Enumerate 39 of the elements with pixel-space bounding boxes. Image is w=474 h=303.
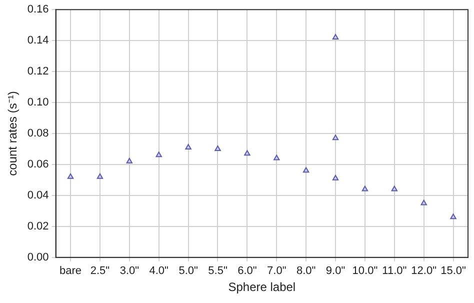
y-tick-label: 0.10 — [27, 96, 49, 109]
point — [302, 167, 310, 173]
y-tick-label: 0.04 — [27, 189, 49, 202]
point — [214, 145, 221, 151]
x-tick-label: 3.0" — [120, 265, 140, 278]
y-tick-label: 0.02 — [27, 220, 49, 232]
x-tick-label: 7.0" — [267, 265, 286, 278]
point — [332, 174, 339, 180]
x-tick-label: 10.0" — [352, 265, 378, 278]
x-axis-title: Sphere label — [228, 280, 296, 294]
x-tick-label: 6.0" — [238, 265, 257, 278]
y-tick-label: 0.14 — [27, 34, 49, 47]
x-tick-label: 8.0" — [296, 265, 316, 278]
y-tick-label: 0.16 — [27, 4, 49, 16]
y-tick-label: 0.08 — [27, 128, 49, 140]
point — [185, 144, 192, 150]
x-tick-label: 5.0" — [178, 265, 198, 278]
y-tick-label: 0.06 — [27, 158, 49, 171]
point — [244, 150, 250, 156]
point — [126, 158, 133, 164]
x-tick-label: bare — [60, 265, 82, 278]
y-tick-label: 0.00 — [27, 251, 49, 264]
point — [274, 154, 280, 160]
x-tick-label: 5.5" — [208, 265, 228, 278]
y-tick-label: 0.12 — [27, 66, 49, 78]
x-tick-label: 12.0" — [411, 265, 437, 278]
point — [391, 186, 398, 192]
point — [420, 200, 427, 206]
point — [96, 173, 104, 179]
point — [450, 214, 456, 220]
x-tick-label: 15.0" — [440, 265, 466, 278]
point — [67, 173, 74, 179]
point — [156, 152, 162, 158]
point — [362, 186, 368, 192]
y-axis-title: count rates (s⁻¹) — [6, 91, 20, 176]
x-tick-label: 2.5" — [90, 265, 110, 278]
x-tick-label: 4.0" — [149, 265, 169, 278]
x-tick-label: 9.0" — [326, 265, 346, 278]
x-tick-label: 11.0" — [382, 265, 407, 278]
